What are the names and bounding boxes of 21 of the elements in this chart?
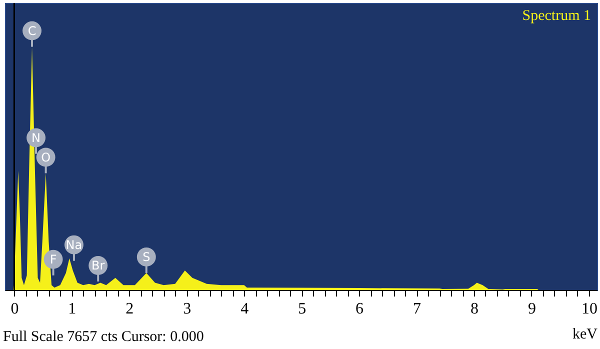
x-tick-label: 10 xyxy=(581,300,598,318)
annotation: C xyxy=(28,24,36,38)
text: Spectrum 1 xyxy=(522,8,591,24)
x-axis-title: keV xyxy=(572,326,598,342)
text: Full Scale 7657 cts Cursor: 0.000 xyxy=(3,329,204,345)
x-tick-label: 4 xyxy=(240,300,249,318)
x-tick-label: 7 xyxy=(413,300,422,318)
x-tick-label: 9 xyxy=(528,300,536,318)
x-tick-label: 6 xyxy=(356,300,364,318)
annotation: N xyxy=(32,130,41,145)
annotation: S xyxy=(142,250,150,264)
x-tick-label: 0 xyxy=(10,300,19,318)
annotation: F xyxy=(50,252,57,266)
annotation: Br xyxy=(92,258,105,272)
x-tick-label: 3 xyxy=(183,300,192,318)
x-tick-label: 5 xyxy=(298,300,306,318)
annotation: O xyxy=(41,150,51,164)
annotation: Na xyxy=(66,238,82,252)
x-tick-label: 1 xyxy=(68,300,76,318)
x-tick-label: 2 xyxy=(126,300,134,318)
x-tick-label: 8 xyxy=(470,300,478,318)
